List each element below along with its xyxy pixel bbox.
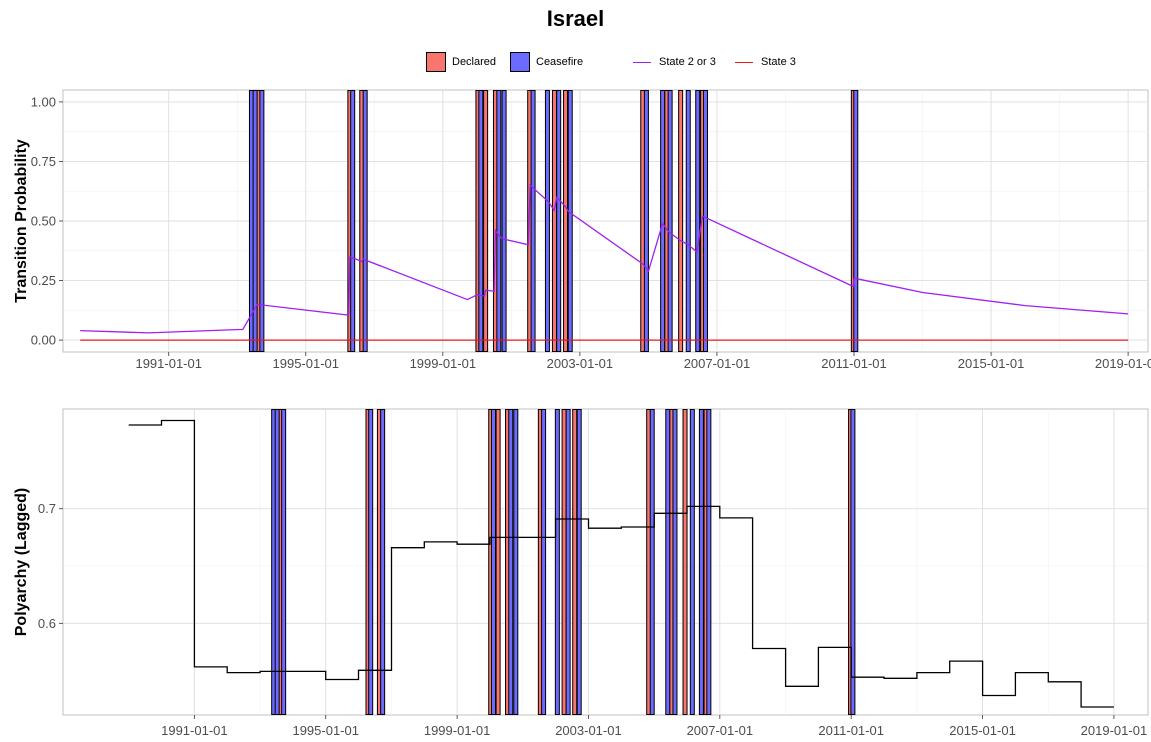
ceasefire-event-bar	[695, 90, 701, 352]
ceasefire-event-bar	[665, 409, 671, 715]
legend-swatch-ceasefire	[510, 52, 530, 72]
x-tick-label: 2019-01-01	[1095, 356, 1151, 371]
ceasefire-event-bar	[706, 409, 712, 715]
ceasefire-event-bar	[567, 90, 573, 352]
ceasefire-event-bar	[850, 409, 856, 715]
ceasefire-event-bar	[362, 90, 368, 352]
y-tick-label: 0.00	[31, 333, 56, 348]
ceasefire-event-bar	[853, 90, 859, 352]
y-axis-label: Transition Probability	[13, 139, 30, 303]
x-tick-label: 1995-01-01	[292, 723, 359, 738]
x-tick-label: 2015-01-01	[949, 723, 1016, 738]
declared-event-bar	[483, 90, 489, 352]
ceasefire-event-bar	[508, 409, 514, 715]
legend-item-ceasefire: Ceasefire	[510, 50, 583, 74]
declared-event-bar	[678, 90, 684, 352]
ceasefire-event-bar	[649, 409, 655, 715]
y-tick-label: 0.50	[31, 214, 56, 229]
ceasefire-event-bar	[491, 409, 497, 715]
series-line-polyarchy	[128, 419, 1114, 708]
x-tick-label: 1999-01-01	[424, 723, 491, 738]
x-tick-label: 2011-01-01	[818, 723, 884, 738]
declared-event-bar	[495, 409, 501, 715]
plot-area	[62, 408, 1149, 716]
legend: Declared Ceasefire State 2 or 3 State 3	[0, 50, 1151, 74]
y-tick-label: 0.7	[38, 501, 56, 516]
ceasefire-event-bar	[530, 90, 536, 352]
chart-title: Israel	[546, 6, 605, 31]
x-tick-label: 2011-01-01	[821, 356, 887, 371]
legend-line-state-2-or-3	[633, 61, 651, 63]
legend-label-state-3: State 3	[761, 56, 796, 68]
x-tick-label: 2019-01-01	[1081, 723, 1148, 738]
y-tick-label: 0.75	[31, 154, 56, 169]
ceasefire-event-bar	[660, 90, 666, 352]
x-tick-label: 1991-01-01	[135, 356, 202, 371]
declared-event-bar	[563, 90, 569, 352]
ceasefire-event-bar	[689, 409, 695, 715]
ceasefire-event-bar	[703, 90, 709, 352]
ceasefire-event-bar	[576, 409, 582, 715]
x-tick-label: 2007-01-01	[687, 723, 754, 738]
ceasefire-event-bar	[350, 90, 356, 352]
y-axis-label: Polyarchy (Lagged)	[13, 488, 30, 636]
legend-label-ceasefire: Ceasefire	[536, 56, 584, 68]
series-line-state-2-or-3	[80, 183, 1129, 334]
legend-line-state-3	[735, 61, 753, 63]
declared-event-bar	[561, 409, 567, 715]
ceasefire-event-bar	[643, 90, 649, 352]
legend-label-state-2-or-3: State 2 or 3	[659, 56, 716, 68]
declared-event-bar	[551, 90, 557, 352]
ceasefire-event-bar	[274, 409, 280, 715]
x-tick-label: 1995-01-01	[273, 356, 340, 371]
legend-item-state-3: State 3	[735, 50, 796, 74]
ceasefire-event-bar	[281, 409, 287, 715]
legend-swatch-declared	[426, 52, 446, 72]
y-tick-label: 1.00	[31, 94, 56, 109]
y-tick-label: 0.25	[31, 273, 56, 288]
x-tick-label: 2003-01-01	[547, 356, 614, 371]
ceasefire-event-bar	[380, 409, 386, 715]
ceasefire-event-bar	[565, 409, 571, 715]
legend-item-state-2-or-3: State 2 or 3	[633, 50, 716, 74]
panel-2: 0.6 0.7 1991-01-01 1995-01-01 1999-01-01 2003…	[13, 408, 1149, 738]
ceasefire-event-bar	[496, 90, 502, 352]
ceasefire-event-bar	[541, 409, 547, 715]
legend-label-declared: Declared	[452, 56, 497, 68]
legend-item-declared: Declared	[426, 50, 496, 74]
ceasefire-event-bar	[259, 90, 265, 352]
ceasefire-event-bar	[252, 90, 258, 352]
x-tick-label: 2007-01-01	[684, 356, 751, 371]
x-tick-label: 1991-01-01	[161, 723, 228, 738]
panel-1: 0.00 0.25 0.50 0.75 1.00 1991-01-01 1995-01-01…	[13, 89, 1151, 371]
ceasefire-event-bar	[556, 90, 562, 352]
ceasefire-event-bar	[698, 409, 704, 715]
x-tick-label: 2015-01-01	[958, 356, 1025, 371]
x-tick-label: 2003-01-01	[555, 723, 622, 738]
ceasefire-event-bar	[685, 90, 691, 352]
ceasefire-event-bar	[501, 90, 507, 352]
ceasefire-event-bar	[554, 409, 560, 715]
x-tick-label: 1999-01-01	[410, 356, 477, 371]
declared-event-bar	[572, 409, 578, 715]
ceasefire-event-bar	[368, 409, 374, 715]
ceasefire-event-bar	[478, 90, 484, 352]
ceasefire-event-bar	[672, 409, 678, 715]
ceasefire-event-bar	[544, 90, 550, 352]
declared-event-bar	[682, 409, 688, 715]
ceasefire-event-bar	[513, 409, 519, 715]
ceasefire-event-bar	[667, 90, 673, 352]
y-tick-label: 0.6	[38, 616, 56, 631]
